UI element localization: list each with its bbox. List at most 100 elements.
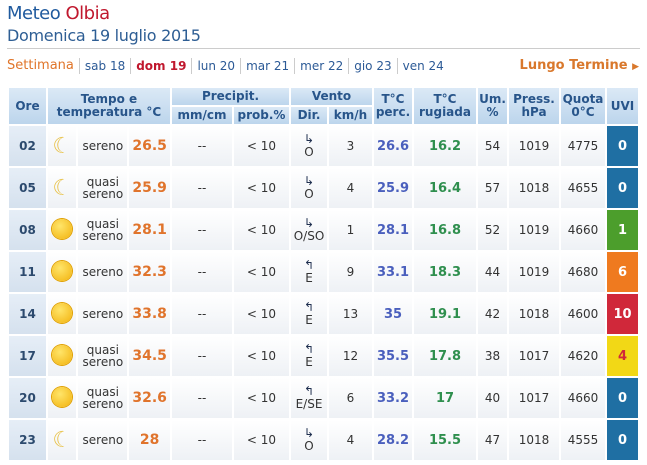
weather-icon-cell: ☾ <box>48 126 77 166</box>
sun-icon <box>52 302 73 323</box>
sun-icon <box>52 386 73 407</box>
weather-icon-cell <box>48 210 77 250</box>
dir-label: O/SO <box>293 229 325 243</box>
umidita-cell: 42 <box>478 294 507 334</box>
day-tab[interactable]: sab 18 <box>78 58 130 74</box>
header-quota: Quota 0°C <box>561 88 605 124</box>
table-row: 02 ☾ sereno 26.5 -- < 10 ↳ O 3 26.6 16.2 … <box>9 126 638 166</box>
header-uvi: UVI <box>607 88 638 124</box>
ore-cell: 08 <box>9 210 46 250</box>
umidita-cell: 47 <box>478 420 507 460</box>
dir-label: E <box>305 313 313 327</box>
rugiada-cell: 17.8 <box>414 336 476 376</box>
ore-cell: 23 <box>9 420 46 460</box>
perc-cell: 35.5 <box>374 336 412 376</box>
dir-cell: ↳ O/SO <box>291 210 327 250</box>
wind-arrow-icon: ↰ <box>303 342 315 356</box>
prob-cell: < 10 <box>234 252 289 292</box>
table-row: 23 ☾ sereno 28 -- < 10 ↳ O 4 28.2 15.5 47… <box>9 420 638 460</box>
kmh-cell: 4 <box>329 168 372 208</box>
header-vento: Vento <box>291 88 372 105</box>
quota-cell: 4775 <box>561 126 605 166</box>
page-title: Meteo Olbia <box>7 3 110 24</box>
temp-cell: 33.8 <box>129 294 170 334</box>
divider <box>7 48 640 49</box>
wind-arrow-icon: ↳ <box>303 174 315 188</box>
wind-arrow-icon: ↳ <box>303 216 315 230</box>
pressione-cell: 1019 <box>509 126 559 166</box>
weather-icon-cell <box>48 294 77 334</box>
forecast-table: Ore Tempo e temperatura °C Precipit. Ven… <box>7 86 640 462</box>
desc-cell: quasi sereno <box>78 378 128 418</box>
quota-cell: 4680 <box>561 252 605 292</box>
sun-icon <box>52 260 73 281</box>
day-tab[interactable]: lun 20 <box>191 58 240 74</box>
mm-cell: -- <box>172 126 232 166</box>
day-nav: Settimana sab 18 dom 19 lun 20 mar 21 mer 22… <box>7 58 449 74</box>
dir-cell: ↳ O <box>291 420 327 460</box>
day-tab[interactable]: gio 23 <box>348 58 396 74</box>
mm-cell: -- <box>172 420 232 460</box>
ore-cell: 20 <box>9 378 46 418</box>
ore-cell: 14 <box>9 294 46 334</box>
quota-cell: 4600 <box>561 294 605 334</box>
moon-icon: ☾ <box>52 427 73 453</box>
header-prob: prob.% <box>234 107 289 124</box>
header-kmh: km/h <box>329 107 372 124</box>
pressione-cell: 1018 <box>509 294 559 334</box>
header-ore: Ore <box>9 88 46 124</box>
quota-cell: 4660 <box>561 210 605 250</box>
temp-cell: 28 <box>129 420 170 460</box>
kmh-cell: 4 <box>329 420 372 460</box>
mm-cell: -- <box>172 210 232 250</box>
umidita-cell: 38 <box>478 336 507 376</box>
temp-cell: 28.1 <box>129 210 170 250</box>
prob-cell: < 10 <box>234 126 289 166</box>
perc-cell: 25.9 <box>374 168 412 208</box>
dir-cell: ↰ E <box>291 336 327 376</box>
desc-cell: quasi sereno <box>78 336 128 376</box>
prob-cell: < 10 <box>234 168 289 208</box>
desc-cell: sereno <box>78 126 128 166</box>
header-precip: Precipit. <box>172 88 289 105</box>
header-pressione: Press. hPa <box>509 88 559 124</box>
umidita-cell: 52 <box>478 210 507 250</box>
desc-cell: sereno <box>78 294 128 334</box>
header-tempo: Tempo e temperatura °C <box>48 88 170 124</box>
prob-cell: < 10 <box>234 210 289 250</box>
temp-cell: 32.3 <box>129 252 170 292</box>
rugiada-cell: 15.5 <box>414 420 476 460</box>
dir-cell: ↰ E <box>291 294 327 334</box>
lungo-termine-link[interactable]: Lungo Termine ▶ <box>520 58 639 73</box>
table-row: 14 sereno 33.8 -- < 10 ↰ E 13 35 19.1 42 … <box>9 294 638 334</box>
settimana-label[interactable]: Settimana <box>7 58 74 73</box>
pressione-cell: 1017 <box>509 336 559 376</box>
desc-cell: quasi sereno <box>78 210 128 250</box>
city-name: Olbia <box>65 3 110 24</box>
day-tab[interactable]: ven 24 <box>396 58 449 74</box>
umidita-cell: 40 <box>478 378 507 418</box>
day-tab[interactable]: mer 22 <box>294 58 348 74</box>
dir-label: O <box>304 439 314 453</box>
dir-label: E/SE <box>295 397 323 411</box>
uvi-badge: 0 <box>607 420 638 460</box>
weather-icon-cell <box>48 378 77 418</box>
rugiada-cell: 18.3 <box>414 252 476 292</box>
desc-cell: sereno <box>78 420 128 460</box>
rugiada-cell: 16.4 <box>414 168 476 208</box>
prob-cell: < 10 <box>234 294 289 334</box>
header-rugiada: T°C rugiada <box>414 88 476 124</box>
pressione-cell: 1017 <box>509 378 559 418</box>
mm-cell: -- <box>172 336 232 376</box>
dir-label: E <box>305 355 313 369</box>
mm-cell: -- <box>172 168 232 208</box>
weather-icon-cell: ☾ <box>48 168 77 208</box>
mm-cell: -- <box>172 294 232 334</box>
header-dir: Dir. <box>291 107 327 124</box>
day-tab[interactable]: dom 19 <box>130 58 191 74</box>
umidita-cell: 54 <box>478 126 507 166</box>
day-tab[interactable]: mar 21 <box>240 58 294 74</box>
kmh-cell: 13 <box>329 294 372 334</box>
temp-cell: 26.5 <box>129 126 170 166</box>
ore-cell: 02 <box>9 126 46 166</box>
